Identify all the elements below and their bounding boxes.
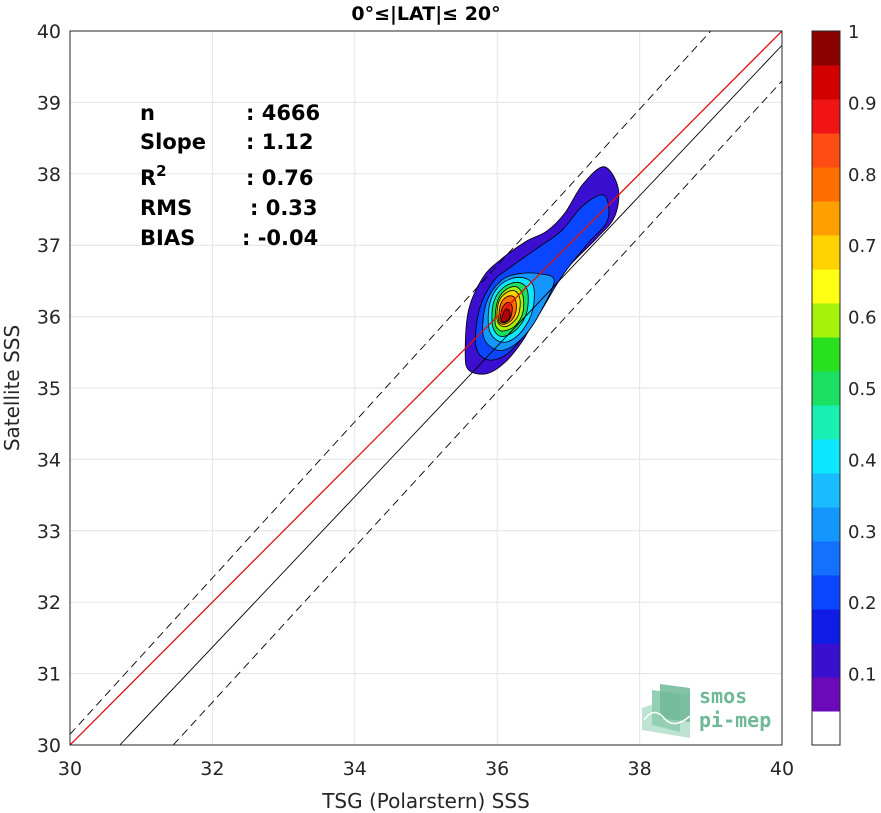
x-axis-label: TSG (Polarstern) SSS bbox=[321, 789, 530, 813]
y-tick-label: 37 bbox=[37, 235, 61, 257]
logo-text-line2: pi-mep bbox=[699, 708, 771, 732]
colorbar-band bbox=[812, 643, 840, 678]
colorbar-tick-label: 0.5 bbox=[848, 379, 877, 400]
stat-label-r: R2 bbox=[140, 162, 167, 190]
colorbar-band bbox=[812, 99, 840, 134]
reference-line-1:1 bbox=[119, 44, 782, 745]
chart-title: 0°≤|LAT|≤ 20° bbox=[351, 3, 500, 25]
y-tick-label: 38 bbox=[37, 164, 61, 186]
colorbar-frame bbox=[811, 30, 841, 746]
colorbar-band bbox=[812, 677, 840, 712]
x-tick-label: 32 bbox=[200, 758, 224, 780]
colorbar-band bbox=[812, 371, 840, 406]
colorbar-tick-label: 0.2 bbox=[848, 593, 877, 614]
y-tick-label: 35 bbox=[37, 378, 61, 400]
logo-text-line1: smos bbox=[699, 684, 747, 708]
stat-value-slope: : 1.12 bbox=[246, 130, 314, 154]
colorbar-band bbox=[812, 167, 840, 202]
colorbar-band bbox=[812, 269, 840, 304]
stat-label-rms: RMS bbox=[140, 196, 192, 220]
colorbar-band bbox=[812, 31, 840, 66]
colorbar-band bbox=[812, 473, 840, 508]
stat-value-n: : 4666 bbox=[246, 101, 320, 125]
colorbar-tick-label: 0.9 bbox=[848, 93, 877, 114]
stat-label-n: n bbox=[140, 101, 155, 125]
colorbar-tick-labels: 0.1 0.2 0.3 0.4 0.5 0.6 0.7 0.8 0.9 1 bbox=[848, 22, 877, 686]
colorbar-tick-label: 0.1 bbox=[848, 665, 877, 686]
x-tick-label: 34 bbox=[343, 758, 367, 780]
x-tick-label: 38 bbox=[628, 758, 652, 780]
logo-waves-icon bbox=[642, 684, 691, 738]
colorbar-band bbox=[812, 201, 840, 236]
y-tick-label: 39 bbox=[37, 92, 61, 114]
stat-value-bias: : -0.04 bbox=[242, 226, 318, 250]
reference-line-fit bbox=[70, 31, 782, 745]
colorbar-band bbox=[812, 439, 840, 474]
y-tick-label: 36 bbox=[37, 307, 61, 329]
density-contours bbox=[464, 166, 620, 375]
colorbar-tick-label: 0.6 bbox=[848, 308, 877, 329]
x-tick-label: 30 bbox=[58, 758, 82, 780]
colorbar-band bbox=[812, 405, 840, 440]
colorbar-band bbox=[812, 303, 840, 338]
y-tick-label: 31 bbox=[37, 664, 61, 686]
x-tick-label: 36 bbox=[485, 758, 509, 780]
y-tick-label: 40 bbox=[37, 21, 61, 43]
contour-level-1 bbox=[501, 308, 511, 323]
reference-line--1 bbox=[172, 80, 782, 745]
colorbar-tick-label: 0.7 bbox=[848, 236, 877, 257]
reference-lines bbox=[70, 31, 782, 745]
colorbar-band bbox=[812, 337, 840, 372]
colorbar-band bbox=[812, 575, 840, 610]
colorbar-band bbox=[812, 65, 840, 100]
x-tick-labels: 30 32 34 36 38 40 bbox=[58, 758, 794, 780]
stat-label-slope: Slope bbox=[140, 130, 206, 154]
colorbar-tick-label: 0.8 bbox=[848, 165, 877, 186]
colorbar-tick-label: 0.3 bbox=[848, 522, 877, 543]
colorbar-band bbox=[812, 609, 840, 644]
colorbar-band bbox=[812, 711, 840, 746]
colorbar-band bbox=[812, 133, 840, 168]
y-tick-label: 30 bbox=[37, 735, 61, 757]
y-tick-label: 33 bbox=[37, 521, 61, 543]
y-tick-label: 34 bbox=[37, 449, 61, 471]
stat-value-r: : 0.76 bbox=[246, 166, 314, 190]
reference-line-+1 bbox=[70, 31, 712, 735]
stat-value-rms: : 0.33 bbox=[250, 196, 318, 220]
colorbar-band bbox=[812, 541, 840, 576]
y-tick-labels: 30 31 32 33 34 35 36 37 38 39 40 bbox=[37, 21, 61, 757]
plot-frame bbox=[69, 30, 783, 746]
statistics-box: n : 4666 Slope : 1.12 R2 : 0.76 RMS : 0.33 BIAS:… bbox=[140, 101, 320, 250]
colorbar bbox=[811, 30, 841, 746]
stat-superscript: 2 bbox=[156, 162, 166, 180]
colorbar-band bbox=[812, 507, 840, 542]
y-tick-label: 32 bbox=[37, 592, 61, 614]
y-axis-label: Satellite SSS bbox=[0, 325, 24, 451]
stat-label-bias: BIAS bbox=[140, 226, 195, 250]
smos-pi-mep-logo: smos pi-mep bbox=[642, 684, 771, 738]
colorbar-tick-label: 1 bbox=[848, 22, 859, 43]
colorbar-band bbox=[812, 235, 840, 270]
x-tick-label: 40 bbox=[770, 758, 794, 780]
colorbar-tick-label: 0.4 bbox=[848, 450, 877, 471]
